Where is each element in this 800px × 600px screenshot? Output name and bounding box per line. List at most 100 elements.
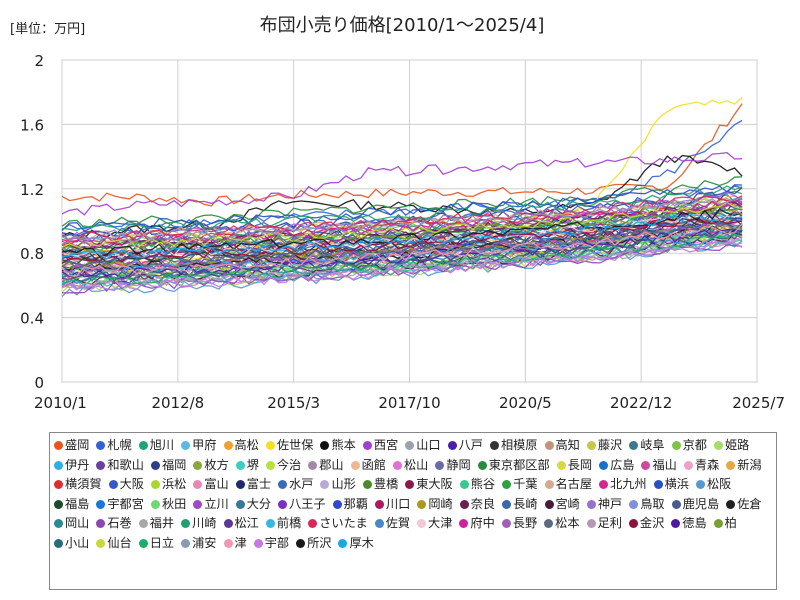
- legend-entry: 函館: [350, 456, 386, 476]
- legend-entry: 福井: [138, 514, 174, 534]
- legend-marker-icon: [181, 441, 191, 451]
- legend-entry: 豊橋: [362, 475, 399, 495]
- legend-marker-icon: [320, 480, 330, 490]
- legend-label: 秋田: [161, 496, 187, 511]
- legend-label: 京都: [682, 438, 707, 452]
- unit-label: [単位：万円]: [10, 21, 85, 37]
- legend-entry: 静岡: [435, 456, 471, 476]
- legend-entry: 和歌山: [96, 456, 144, 476]
- legend-marker-icon: [253, 538, 263, 548]
- chart-title: 布団小売り価格[2010/1～2025/4]: [260, 15, 545, 36]
- legend-marker-icon: [586, 519, 596, 529]
- y-tick-label: 1.6: [20, 116, 44, 134]
- legend-entry: 岡山: [54, 514, 89, 534]
- legend-label: 青森: [694, 457, 720, 472]
- legend-marker-icon: [108, 480, 118, 490]
- legend-label: 熊谷: [470, 477, 496, 491]
- legend-marker-icon: [223, 538, 233, 548]
- legend-entry: 相模原: [489, 436, 538, 456]
- y-tick-label: 1.2: [20, 181, 44, 199]
- legend-marker-icon: [459, 519, 469, 529]
- legend-marker-icon: [96, 519, 106, 529]
- legend-entry: 旭川: [138, 436, 174, 456]
- legend-label: 藤沢: [597, 438, 623, 452]
- legend-marker-icon: [405, 480, 415, 490]
- legend-marker-icon: [278, 499, 288, 509]
- legend-label: 福島: [65, 496, 90, 511]
- x-tick-label: 2015/3: [267, 394, 320, 412]
- legend-marker-icon: [193, 480, 203, 490]
- legend-label: 府中: [470, 516, 495, 530]
- legend-label: 佐世保: [276, 438, 314, 452]
- legend-entry: 東大阪: [405, 475, 453, 495]
- legend-entry: 津: [223, 534, 247, 554]
- y-tick-label: 0.4: [20, 310, 44, 328]
- legend-marker-icon: [501, 519, 511, 529]
- legend-entry: 石巻: [96, 514, 132, 534]
- legend-label: 川崎: [192, 516, 217, 530]
- legend-label: 山形: [331, 477, 356, 491]
- legend-entry: 広島: [599, 456, 634, 476]
- legend-label: 豊橋: [373, 477, 399, 491]
- legend-entry: 佐賀: [374, 514, 410, 534]
- legend-label: 水戸: [289, 477, 314, 491]
- legend-label: 石巻: [107, 516, 132, 530]
- legend-entry: 長崎: [502, 495, 538, 515]
- series-line-さいたま: [61, 195, 743, 243]
- legend-entry: 松江: [223, 514, 259, 534]
- legend-entry: 熊本: [320, 436, 356, 456]
- legend-marker-icon: [556, 460, 566, 470]
- legend-marker-icon: [138, 441, 148, 451]
- legend-entry: 佐倉: [726, 495, 762, 515]
- legend-label: 富山: [204, 477, 229, 491]
- legend-entry: 松山: [393, 456, 428, 476]
- y-tick-label: 0.8: [20, 245, 44, 263]
- legend-marker-icon: [435, 460, 445, 470]
- legend-label: 松本: [555, 516, 580, 530]
- legend-marker-icon: [96, 460, 106, 470]
- legend-entry: 那覇: [332, 495, 368, 515]
- series-line-徳島: [61, 229, 743, 279]
- legend-marker-icon: [350, 460, 360, 470]
- legend-marker-icon: [54, 538, 63, 548]
- legend-label: 小山: [65, 535, 90, 550]
- legend-entry: 大津: [417, 514, 452, 534]
- legend-entry: 神戸: [586, 495, 622, 515]
- legend-label: 熊本: [331, 438, 356, 452]
- legend-marker-icon: [362, 480, 372, 490]
- legend-marker-icon: [54, 460, 63, 470]
- legend-entry: 日立: [138, 534, 174, 554]
- legend-entry: 宇都宮: [96, 495, 144, 515]
- legend-marker-icon: [544, 480, 554, 490]
- legend-label: 高知: [555, 438, 580, 452]
- legend-entry: 西宮: [362, 436, 398, 456]
- legend-marker-icon: [96, 538, 106, 548]
- legend-marker-icon: [375, 499, 384, 509]
- y-tick-label: 2: [34, 52, 44, 70]
- legend-label: 徳島: [682, 516, 707, 530]
- legend-entry: 伊丹: [54, 456, 89, 476]
- legend: 盛岡 札幌 旭川 甲府 高松 佐世保 熊本 西宮 山口 八戸 相模原 高知 藤沢 岐阜 京都 姫路 伊丹 和歌山福…: [49, 432, 777, 590]
- legend-marker-icon: [181, 538, 191, 548]
- legend-entry: 長野: [501, 514, 537, 534]
- legend-marker-icon: [502, 499, 512, 509]
- legend-label: 厚木: [349, 535, 374, 550]
- legend-entry: 姫路: [714, 436, 749, 456]
- legend-marker-icon: [150, 460, 160, 470]
- legend-entry: 高知: [544, 436, 580, 456]
- legend-entry: 福島: [54, 495, 89, 515]
- legend-marker-icon: [54, 441, 63, 451]
- legend-marker-icon: [447, 441, 457, 451]
- legend-marker-icon: [405, 441, 415, 451]
- legend-label: 今治: [276, 457, 302, 472]
- legend-label: 宮崎: [555, 496, 580, 511]
- legend-entry: 小山: [54, 534, 89, 554]
- legend-entry: 名古屋: [544, 475, 592, 495]
- series-line-神戸: [61, 191, 743, 243]
- legend-marker-icon: [599, 480, 609, 490]
- legend-marker-icon: [265, 519, 275, 529]
- legend-entry: 徳島: [671, 514, 707, 534]
- legend-marker-icon: [417, 499, 427, 509]
- legend-label: 北九州: [610, 477, 647, 491]
- legend-marker-icon: [629, 441, 639, 451]
